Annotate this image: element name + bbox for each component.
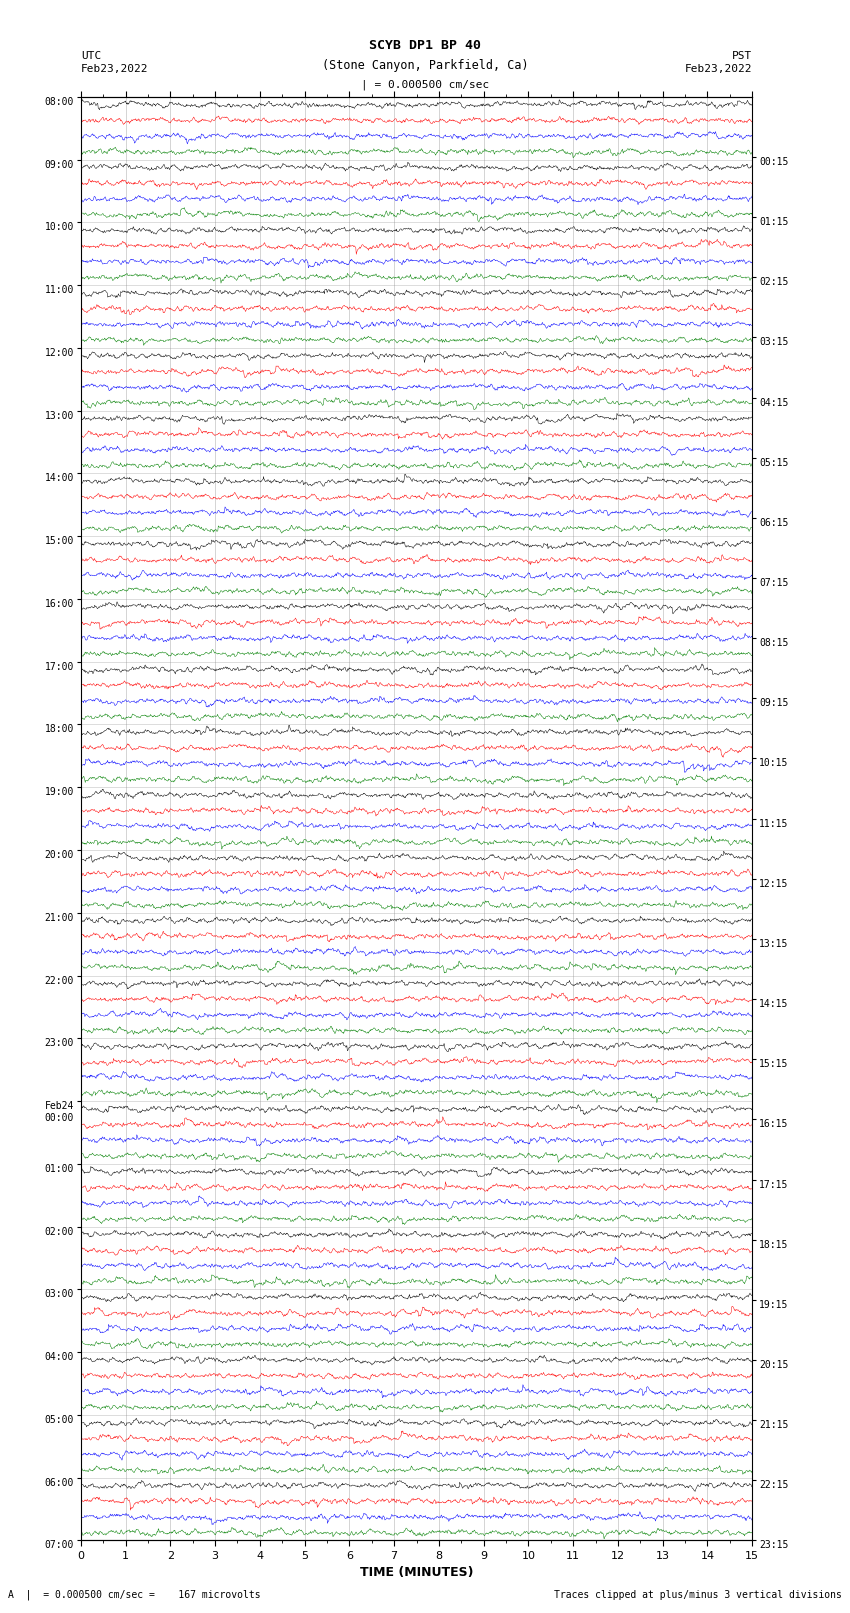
Text: PST: PST — [732, 52, 752, 61]
Text: UTC: UTC — [81, 52, 101, 61]
X-axis label: TIME (MINUTES): TIME (MINUTES) — [360, 1566, 473, 1579]
Text: | = 0.000500 cm/sec: | = 0.000500 cm/sec — [361, 79, 489, 90]
Text: (Stone Canyon, Parkfield, Ca): (Stone Canyon, Parkfield, Ca) — [321, 58, 529, 71]
Text: Feb23,2022: Feb23,2022 — [685, 65, 752, 74]
Text: A  |  = 0.000500 cm/sec =    167 microvolts: A | = 0.000500 cm/sec = 167 microvolts — [8, 1589, 261, 1600]
Text: Traces clipped at plus/minus 3 vertical divisions: Traces clipped at plus/minus 3 vertical … — [553, 1590, 842, 1600]
Text: SCYB DP1 BP 40: SCYB DP1 BP 40 — [369, 39, 481, 52]
Text: Feb23,2022: Feb23,2022 — [81, 65, 148, 74]
